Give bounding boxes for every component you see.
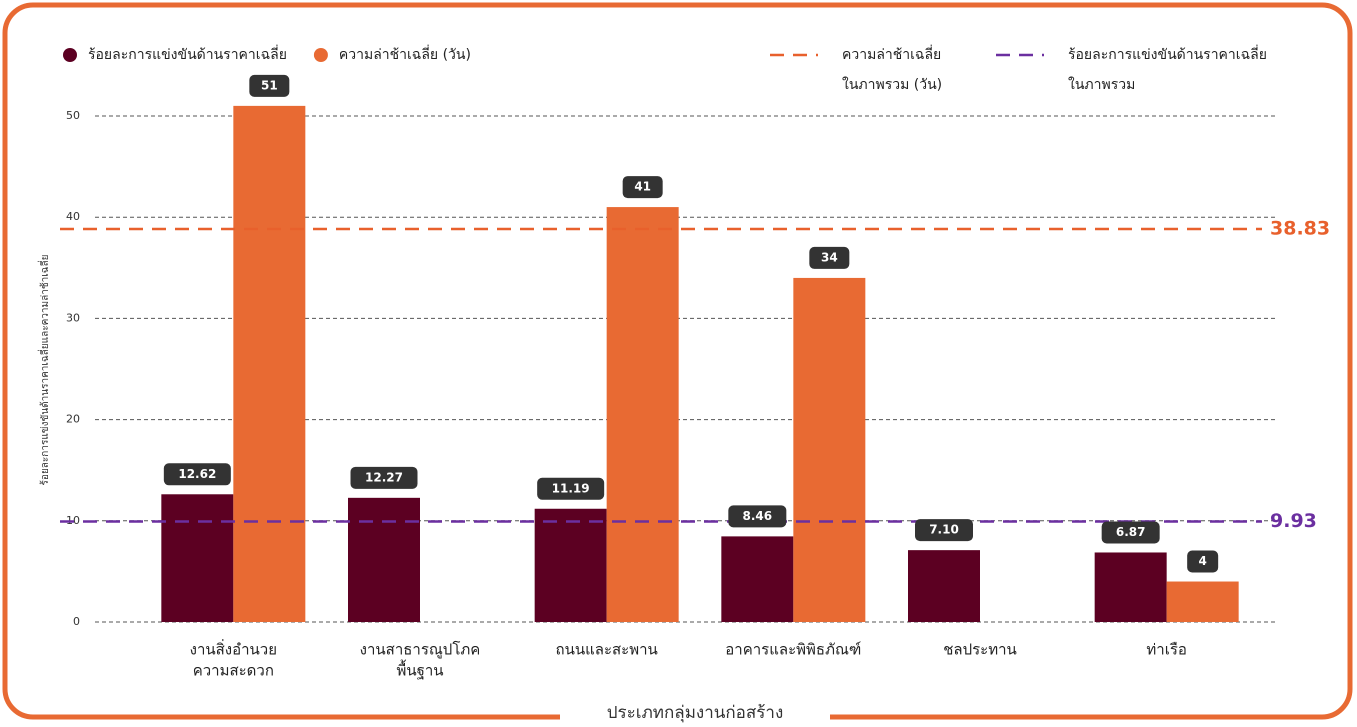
data-label-box [809,246,850,269]
x-tick-label: ความสะดวก [193,662,274,680]
bar [534,508,607,622]
x-tick-label: งานสาธารณูปโภค [360,641,481,659]
data-label: 51 [261,78,278,92]
legend-marker [313,48,328,62]
data-label-box [915,519,973,542]
x-tick-label: ถนนและสะพาน [556,641,658,659]
data-label: 8.46 [743,509,773,523]
legend-label: ในภาพรวม [1068,76,1135,93]
data-label-box [537,477,605,500]
bar [721,536,794,622]
data-label: 7.10 [929,523,959,537]
bar [1166,581,1239,622]
x-tick-label: งานสิ่งอำนวย [190,639,277,659]
y-tick-label: 40 [66,210,80,223]
legend-marker [63,48,77,62]
data-label: 41 [634,180,651,194]
x-axis-title: ประเภทกลุ่มงานก่อสร้าง [607,703,784,723]
x-tick-label: พื้นฐาน [396,660,443,680]
data-label-box [249,74,290,97]
frame-gap [560,705,830,725]
legend-label: ความล่าช้าเฉลี่ย [842,45,941,63]
y-tick-label: 20 [66,413,80,426]
data-label: 6.87 [1116,525,1146,539]
y-axis-title: ร้อยละการแข่งขันด้านราคาเฉลี่ยและความล่า… [37,255,51,486]
y-tick-label: 50 [66,109,80,122]
bar [348,497,420,622]
data-label: 12.62 [178,467,216,481]
bar [161,494,234,622]
data-label-box [163,463,231,486]
data-label-box [728,505,787,528]
x-tick-label: ท่าเรือ [1146,641,1187,659]
data-label-box [622,176,663,199]
y-tick-label: 0 [73,615,80,628]
data-label-box [1101,521,1160,544]
data-label: 11.19 [552,481,590,495]
bar [233,105,306,622]
bar [908,550,980,622]
bar [606,207,679,622]
data-label: 4 [1198,554,1206,568]
x-tick-label: อาคารและพิพิธภัณฑ์ [725,641,861,659]
data-label: 12.27 [365,470,403,484]
reference-label: 9.93 [1270,510,1317,532]
data-label: 34 [821,250,838,264]
data-label-box [350,466,418,489]
bar [793,277,866,622]
data-label-box [1187,550,1219,573]
legend-label: ในภาพรวม (วัน) [842,76,942,93]
legend-label: ความล่าช้าเฉลี่ย (วัน) [339,45,471,63]
legend-label: ร้อยละการแข่งขันด้านราคาเฉลี่ย [1068,45,1267,63]
bar [1094,552,1167,622]
legend-label: ร้อยละการแข่งขันด้านราคาเฉลี่ย [88,45,287,63]
reference-label: 38.83 [1270,218,1330,240]
x-tick-label: ชลประทาน [943,641,1017,659]
y-tick-label: 30 [66,311,80,324]
